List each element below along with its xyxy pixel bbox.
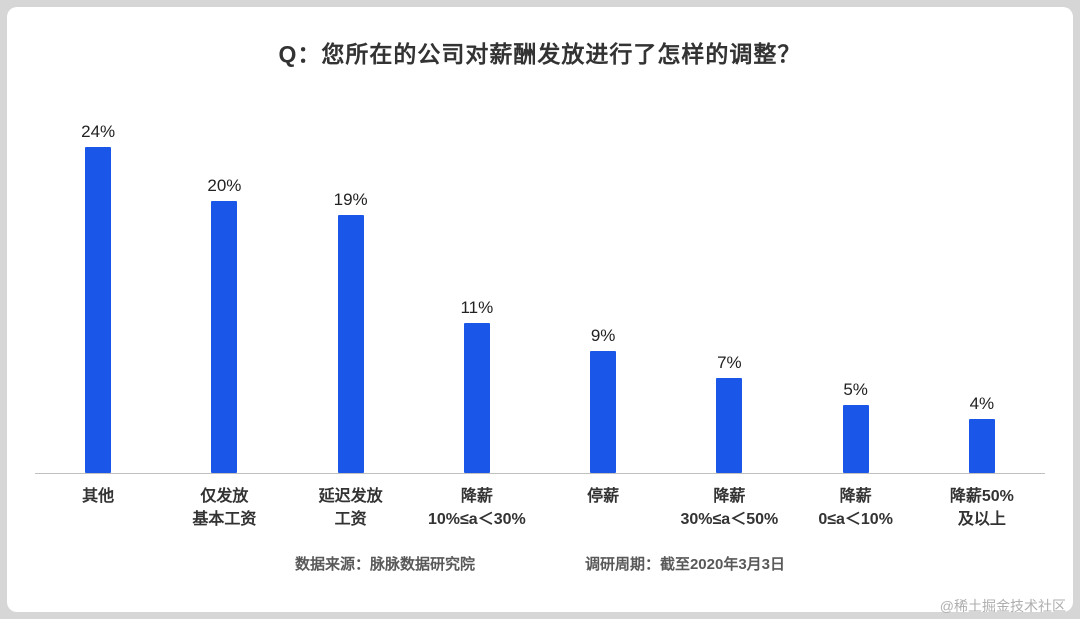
category-label: 降薪 10%≤a＜30% <box>428 488 526 529</box>
bar-column: 11% <box>414 117 540 473</box>
category-axis-labels: 其他 仅发放 基本工资 延迟发放 工资 降薪 10%≤a＜30% 停薪 降薪 30%≤a＜… <box>35 474 1045 531</box>
chart-title: Q：您所在的公司对薪酬发放进行了怎样的调整？ <box>278 41 802 67</box>
category-label: 降薪50% 及以上 <box>949 488 1014 529</box>
bar-chart-plot-area: 24% 20% 19% 11% 9% 7% 5% 4% <box>35 117 1045 473</box>
bar-column: 9% <box>540 117 666 473</box>
bar <box>85 147 112 473</box>
bar <box>590 351 617 473</box>
bar-value-label: 9% <box>590 326 616 345</box>
x-axis-line <box>35 473 1045 474</box>
bar-value-label: 5% <box>843 380 868 399</box>
bar-value-label: 19% <box>333 190 368 209</box>
category-label: 停薪 <box>587 488 620 505</box>
bar-column: 20% <box>161 117 287 473</box>
bar-column: 4% <box>919 117 1045 473</box>
chart-footer: 数据来源：脉脉数据研究院 调研周期：截至2020年3月3日 <box>35 553 1045 574</box>
chart-card: Q：您所在的公司对薪酬发放进行了怎样的调整？ 24% 20% 19% 11% 9% 7% 5… <box>7 7 1073 612</box>
bar <box>211 201 238 473</box>
bar-value-label: 20% <box>207 176 242 195</box>
category-label: 仅发放 基本工资 <box>192 488 257 529</box>
data-source-note: 数据来源：脉脉数据研究院 <box>294 556 475 574</box>
bar-value-label: 4% <box>969 394 995 413</box>
bar-column: 5% <box>793 117 919 473</box>
bar-value-label: 7% <box>717 353 742 372</box>
bar <box>968 419 995 473</box>
category-label: 延迟发放 工资 <box>318 488 383 529</box>
bar <box>716 378 743 473</box>
bar-value-label: 11% <box>460 298 494 317</box>
survey-period-note: 调研周期：截至2020年3月3日 <box>584 556 786 574</box>
bar <box>463 323 490 473</box>
bar-column: 19% <box>288 117 414 473</box>
bar-column: 7% <box>666 117 792 473</box>
category-label: 降薪 0≤a＜10% <box>818 488 893 529</box>
watermark: @稀土掘金技术社区 <box>939 598 1066 614</box>
bar <box>337 215 364 473</box>
category-label: 其他 <box>82 488 115 505</box>
bar <box>842 405 869 473</box>
category-label: 降薪 30%≤a＜50% <box>680 488 779 529</box>
bar-column: 24% <box>35 117 161 473</box>
bar-value-label: 24% <box>81 122 116 141</box>
